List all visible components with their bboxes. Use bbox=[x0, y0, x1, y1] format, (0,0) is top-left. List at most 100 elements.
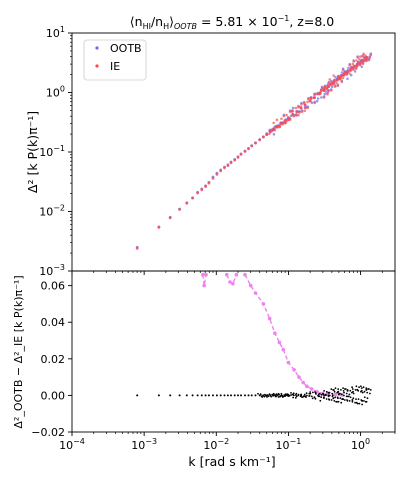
difference-point bbox=[342, 387, 344, 389]
difference-point bbox=[368, 388, 370, 390]
bottom-ytick-label: 0.02 bbox=[41, 353, 66, 366]
top-ylabel: Δ² [k P(k)π⁻¹] bbox=[25, 111, 40, 193]
point-ie bbox=[358, 63, 362, 67]
difference-point bbox=[157, 394, 160, 397]
point-ie bbox=[354, 67, 358, 70]
difference-marker bbox=[243, 272, 247, 277]
bottom-ylabel: Δ²_OOTB − Δ²_IE [k P(k)π⁻¹] bbox=[12, 275, 25, 428]
point-ie bbox=[356, 61, 360, 65]
bottom-xlabel: k [rad s km⁻¹] bbox=[188, 454, 275, 469]
difference-point bbox=[283, 394, 286, 397]
difference-point bbox=[333, 389, 335, 391]
difference-point bbox=[306, 394, 308, 397]
point-ie bbox=[294, 106, 298, 110]
point-ootb bbox=[353, 70, 357, 73]
difference-marker bbox=[261, 302, 266, 306]
point-ie bbox=[298, 111, 301, 114]
point-ie bbox=[258, 138, 262, 142]
difference-point bbox=[279, 395, 282, 398]
point-ie bbox=[275, 118, 279, 122]
point-ie bbox=[262, 135, 265, 139]
point-ie bbox=[239, 153, 243, 156]
bottom-xtick-label: 10−2 bbox=[203, 437, 229, 452]
point-ie bbox=[157, 226, 161, 229]
difference-point bbox=[250, 394, 253, 397]
difference-point bbox=[233, 394, 236, 397]
point-ie bbox=[219, 169, 223, 173]
series-ie bbox=[135, 52, 373, 250]
difference-point bbox=[286, 393, 289, 395]
point-ie bbox=[196, 191, 200, 195]
point-ie bbox=[297, 113, 300, 117]
difference-point bbox=[328, 394, 331, 397]
difference-point bbox=[334, 387, 337, 389]
point-ie bbox=[348, 63, 352, 67]
point-ie bbox=[270, 129, 274, 133]
difference-point bbox=[263, 395, 266, 398]
point-ie bbox=[302, 101, 306, 105]
point-ootb bbox=[360, 65, 364, 69]
point-ie bbox=[326, 92, 329, 96]
difference-marker bbox=[202, 283, 206, 288]
point-ie bbox=[282, 114, 286, 118]
difference-point bbox=[358, 386, 360, 389]
difference-point bbox=[207, 394, 210, 397]
point-ie bbox=[288, 110, 292, 114]
point-ie bbox=[368, 56, 372, 59]
point-ie bbox=[332, 82, 335, 86]
difference-point bbox=[358, 402, 361, 405]
point-ie bbox=[359, 60, 363, 64]
point-ie bbox=[215, 173, 219, 176]
difference-point bbox=[357, 389, 360, 392]
bottom-xtick-label: 10−1 bbox=[276, 437, 302, 452]
point-ie bbox=[352, 68, 355, 71]
difference-point bbox=[247, 394, 250, 397]
difference-point bbox=[363, 396, 366, 399]
point-ie bbox=[178, 208, 182, 211]
difference-point bbox=[266, 396, 268, 398]
point-ie bbox=[168, 216, 172, 220]
point-ie bbox=[352, 60, 356, 63]
difference-point bbox=[312, 391, 314, 394]
point-ootb bbox=[320, 96, 323, 99]
point-ie bbox=[307, 98, 310, 101]
point-ie bbox=[356, 64, 359, 68]
point-ie bbox=[229, 161, 233, 165]
difference-point bbox=[325, 394, 327, 397]
point-ie bbox=[341, 68, 345, 72]
point-ie bbox=[185, 201, 189, 205]
point-ie bbox=[308, 99, 312, 103]
difference-point bbox=[340, 393, 343, 396]
difference-point bbox=[343, 391, 345, 394]
point-ie bbox=[285, 113, 288, 117]
difference-point bbox=[309, 391, 312, 393]
point-ie bbox=[191, 196, 195, 200]
difference-point bbox=[212, 394, 214, 397]
difference-point bbox=[360, 399, 363, 401]
difference-point bbox=[360, 389, 363, 392]
difference-point bbox=[292, 396, 294, 399]
point-ie bbox=[283, 122, 287, 125]
point-ootb bbox=[347, 66, 350, 70]
difference-point bbox=[369, 389, 372, 391]
difference-marker bbox=[234, 272, 239, 277]
point-ie bbox=[369, 53, 373, 56]
difference-point bbox=[366, 397, 369, 400]
top-ytick-label: 101 bbox=[46, 25, 65, 40]
difference-point bbox=[343, 394, 345, 397]
difference-point bbox=[310, 395, 313, 398]
difference-point bbox=[303, 393, 306, 396]
difference-point bbox=[360, 387, 363, 389]
legend-label: IE bbox=[110, 60, 120, 73]
point-ie bbox=[339, 77, 342, 81]
difference-point bbox=[328, 391, 331, 394]
difference-point bbox=[271, 393, 274, 396]
point-ie bbox=[288, 118, 292, 121]
bottom-panel: −0.02 0.00 0.02 0.04 0.06 10−4 10−3 10−2 10−1 100 bbox=[31, 270, 396, 452]
difference-point bbox=[331, 392, 334, 395]
point-ie bbox=[358, 58, 361, 61]
difference-point bbox=[308, 392, 311, 395]
difference-point bbox=[332, 397, 335, 400]
difference-marker bbox=[201, 272, 205, 277]
point-ie bbox=[350, 66, 353, 70]
